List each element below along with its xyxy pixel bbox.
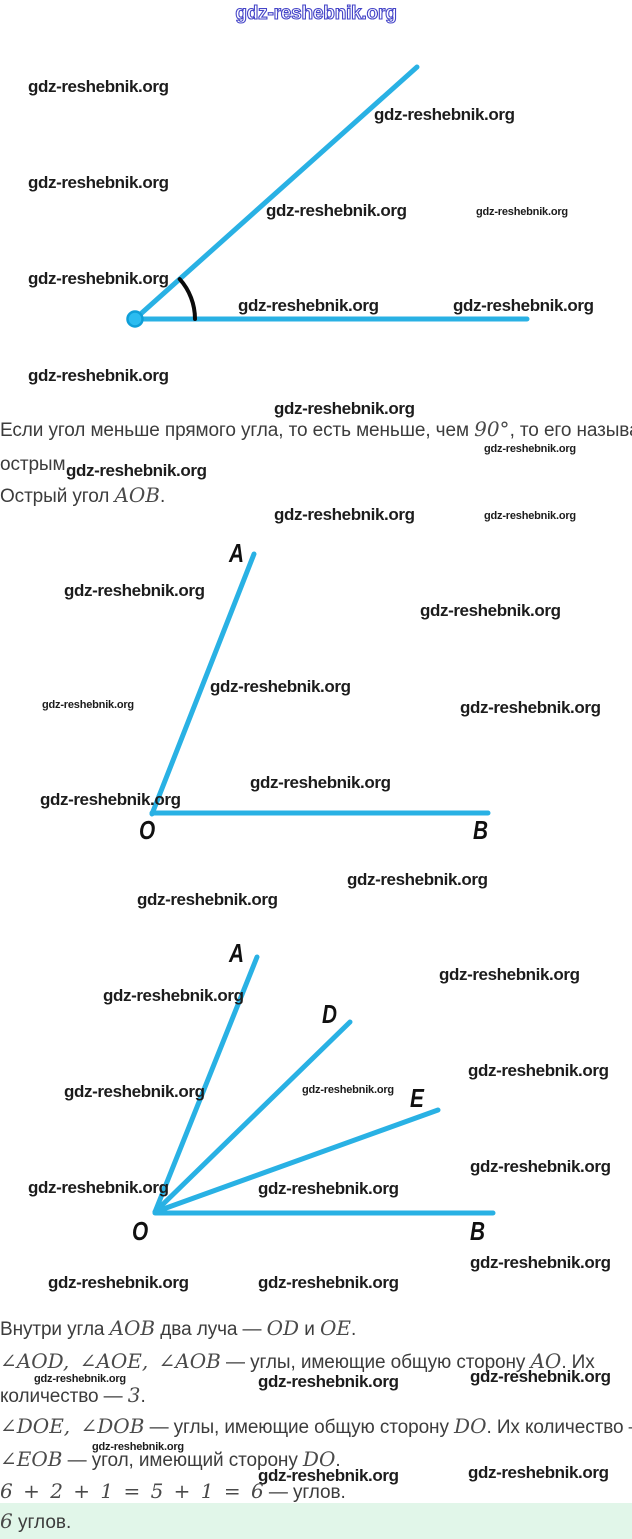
watermark: gdz-reshebnik.org xyxy=(92,1441,184,1453)
site-title-watermark: gdz-reshebnik.org xyxy=(235,2,398,24)
watermark: gdz-reshebnik.org xyxy=(64,581,205,600)
watermark: gdz-reshebnik.org xyxy=(28,1178,169,1197)
watermark: gdz-reshebnik.org xyxy=(266,201,407,220)
watermark: gdz-reshebnik.org xyxy=(258,1179,399,1198)
angles-with-ao-line-1: ∠AOD, ∠AOE, ∠AOB — углы, имеющие общую с… xyxy=(0,1349,595,1373)
definition-line-2: острым. xyxy=(0,454,71,475)
point-label-e: E xyxy=(410,1083,424,1113)
math-answer-6: 6 xyxy=(0,1509,13,1533)
math-90-degrees: 90° xyxy=(474,417,510,441)
watermark: gdz-reshebnik.org xyxy=(468,1061,609,1080)
definition-text: Если угол меньше прямого угла, то есть м… xyxy=(0,420,475,441)
watermark: gdz-reshebnik.org xyxy=(484,510,576,522)
math-angle-eob: ∠EOB xyxy=(0,1447,63,1471)
watermark: gdz-reshebnik.org xyxy=(137,890,278,909)
ray-upper xyxy=(132,64,420,322)
math-od: OD xyxy=(266,1316,300,1340)
watermark: gdz-reshebnik.org xyxy=(28,77,169,96)
watermark: gdz-reshebnik.org xyxy=(470,1253,611,1272)
vertex-dot xyxy=(126,310,144,328)
acute-angle-caption: Острый угол AOB. xyxy=(0,483,166,507)
point-label-d: D xyxy=(322,999,338,1029)
math-ao: AO xyxy=(530,1349,562,1373)
watermark: gdz-reshebnik.org xyxy=(238,296,379,315)
angle-eob-statement: ∠EOB — угол, имеющий сторону DO. xyxy=(0,1447,341,1471)
point-label-b: B xyxy=(473,815,489,845)
math-aob: AOB xyxy=(109,1316,156,1340)
watermark: gdz-reshebnik.org xyxy=(258,1372,399,1391)
watermark: gdz-reshebnik.org xyxy=(42,699,134,711)
watermark: gdz-reshebnik.org xyxy=(28,173,169,192)
point-label-b: B xyxy=(470,1216,486,1246)
answer-text-line: 6 углов. xyxy=(0,1509,72,1533)
angles-with-do: ∠DOE, ∠DOB — углы, имеющие общую сторону… xyxy=(0,1414,632,1438)
point-label-a: A xyxy=(229,538,245,568)
watermark: gdz-reshebnik.org xyxy=(470,1157,611,1176)
diagram-acute-angle xyxy=(126,64,530,328)
ray-oa xyxy=(149,551,257,817)
math-aob: AOB xyxy=(114,483,160,507)
diagram-angle-aob xyxy=(149,551,491,817)
watermark: gdz-reshebnik.org xyxy=(258,1273,399,1292)
watermark: gdz-reshebnik.org xyxy=(250,773,391,792)
watermark: gdz-reshebnik.org xyxy=(476,206,568,218)
angles-with-ao-line-2: количество — 3. xyxy=(0,1383,146,1407)
watermark: gdz-reshebnik.org xyxy=(484,443,576,455)
watermark: gdz-reshebnik.org xyxy=(66,461,207,480)
math-oe: OE xyxy=(319,1316,351,1340)
watermark: gdz-reshebnik.org xyxy=(48,1273,189,1292)
angle-arc xyxy=(177,277,197,321)
watermark: gdz-reshebnik.org xyxy=(64,1082,205,1101)
watermark: gdz-reshebnik.org xyxy=(347,870,488,889)
watermark: gdz-reshebnik.org xyxy=(40,790,181,809)
watermark: gdz-reshebnik.org xyxy=(460,698,601,717)
ray-oa xyxy=(152,954,260,1215)
answer-highlight: 6 углов. xyxy=(0,1503,632,1539)
watermark: gdz-reshebnik.org xyxy=(439,965,580,984)
watermark: gdz-reshebnik.org xyxy=(468,1463,609,1482)
watermark: gdz-reshebnik.org xyxy=(34,1373,126,1385)
math-angle-list-ao: ∠AOD, ∠AOE, ∠AOB xyxy=(0,1349,221,1373)
watermark: gdz-reshebnik.org xyxy=(302,1084,394,1096)
sum-equation: 6 + 2 + 1 = 5 + 1 = 6 — углов. xyxy=(0,1479,346,1503)
ray-od xyxy=(152,1019,353,1215)
watermark: gdz-reshebnik.org xyxy=(420,601,561,620)
watermark: gdz-reshebnik.org xyxy=(258,1466,399,1485)
point-label-o: O xyxy=(139,815,156,845)
point-label-o: O xyxy=(132,1216,149,1246)
watermark: gdz-reshebnik.org xyxy=(103,986,244,1005)
watermark: gdz-reshebnik.org xyxy=(374,105,515,124)
watermark: gdz-reshebnik.org xyxy=(274,505,415,524)
rays-statement: Внутри угла AOB два луча — OD и OE. xyxy=(0,1316,357,1340)
watermark: gdz-reshebnik.org xyxy=(470,1367,611,1386)
math-equation: 6 + 2 + 1 = 5 + 1 = 6 xyxy=(0,1479,264,1503)
ray-oe xyxy=(152,1107,441,1215)
point-label-a: A xyxy=(229,938,245,968)
watermark: gdz-reshebnik.org xyxy=(453,296,594,315)
watermark: gdz-reshebnik.org xyxy=(210,677,351,696)
math-do: DO xyxy=(302,1447,336,1471)
watermark: gdz-reshebnik.org xyxy=(274,399,415,418)
math-angle-list-do: ∠DOE, ∠DOB xyxy=(0,1414,145,1438)
definition-line-1: Если угол меньше прямого угла, то есть м… xyxy=(0,417,632,441)
diagram-angle-aob-with-od-oe xyxy=(152,954,496,1216)
math-do: DO xyxy=(454,1414,487,1438)
watermark: gdz-reshebnik.org xyxy=(28,269,169,288)
watermark: gdz-reshebnik.org xyxy=(28,366,169,385)
math-count-3: 3 xyxy=(127,1383,141,1407)
